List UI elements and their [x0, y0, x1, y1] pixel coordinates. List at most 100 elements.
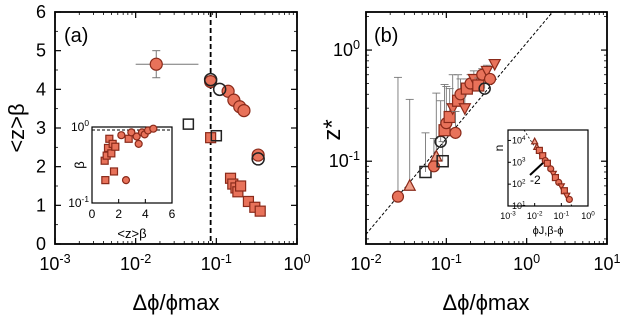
panel-b-y-tick-labels: 10-1 100: [329, 38, 360, 171]
y-tick-label: 0: [36, 234, 46, 254]
data-point: [480, 65, 494, 79]
y-tick-label: 4: [36, 79, 46, 99]
panel-a-inset-x-tick-labels: 0 2 4 6: [89, 207, 176, 221]
panel-b-x-tick-labels: 10-2 10-1 100 101: [350, 252, 620, 274]
inset-y-tick-label: 101: [512, 200, 526, 211]
x-tick-label: 10-2: [120, 252, 151, 274]
panel-b-inset-xlabel: ϕJ,β-ϕ: [533, 225, 564, 237]
inset-x-tick-label: 6: [169, 207, 176, 221]
inset-x-tick-label: 100: [581, 210, 595, 221]
diagonal-guide-line: [365, 11, 553, 235]
data-point: [419, 165, 432, 179]
inset-data-point: [132, 132, 141, 141]
data-point: [182, 118, 195, 130]
panel-a-y-tick-labels: 0 1 2 3 4 5 6: [36, 2, 46, 254]
inset-data-point: [565, 195, 573, 204]
inset-data-point: [121, 176, 131, 185]
panel-a-x-tick-labels: 10-3 10-2 10-1 100: [39, 252, 310, 274]
panel-a-inset-ticks: [91, 126, 173, 204]
data-point: [472, 79, 485, 92]
data-point: [149, 57, 163, 71]
y-tick-label: 100: [333, 38, 360, 60]
panel-a-inset-marks: [100, 124, 158, 185]
inset-data-point: [557, 183, 566, 191]
data-point: [449, 126, 462, 139]
panel-b-inset-y-tick-labels: 101 102 103 104: [512, 135, 526, 211]
data-point: [212, 82, 227, 97]
x-tick-label: 10-1: [431, 252, 462, 274]
inset-data-point: [134, 139, 143, 148]
panel-b-xlabel: Δϕ/ϕmax: [442, 290, 529, 315]
inset-data-point: [551, 173, 560, 182]
data-point: [203, 72, 218, 87]
y-tick-label: 1: [36, 195, 46, 215]
data-point: [436, 154, 449, 168]
x-tick-label: 10-2: [350, 252, 381, 274]
panel-b-guide-line: [365, 11, 553, 235]
data-point: [235, 180, 247, 192]
panel-a-xlabel: Δϕ/ϕmax: [132, 290, 219, 315]
y-tick-label: 5: [36, 41, 46, 61]
panel-b-marks: [391, 58, 502, 203]
data-point: [251, 152, 265, 166]
data-point: [483, 72, 497, 86]
data-point: [237, 103, 251, 118]
data-point: [210, 129, 223, 142]
y-tick-label: 3: [36, 118, 46, 138]
panel-a-inset-ylabel: β: [72, 161, 87, 168]
panel-b-ticks: [365, 12, 608, 244]
inset-x-tick-label: 10-2: [527, 210, 543, 221]
panel-b-inset: 10-3 10-2 10-1 100 101 102 103 104 ϕJ,β-ϕ n -2: [492, 129, 595, 237]
data-point: [403, 178, 417, 191]
inset-y-tick-label: 103: [512, 157, 526, 168]
inset-x-tick-label: 4: [142, 207, 149, 221]
panel-b-inset-x-tick-labels: 10-3 10-2 10-1 100: [500, 210, 595, 221]
inset-data-point: [149, 124, 158, 133]
inset-data-point: [107, 149, 116, 158]
inset-data-point: [101, 176, 110, 185]
panel-a-label: (a): [64, 25, 88, 47]
inset-data-point: [530, 136, 539, 145]
inset-data-point: [117, 131, 126, 140]
data-point: [488, 58, 502, 72]
panel-a-inset-xlabel: <z>β: [117, 226, 146, 241]
panel-a-ylabel: <z>β: [4, 103, 29, 152]
inset-data-point: [111, 142, 120, 151]
x-tick-label: 101: [593, 252, 620, 274]
panel-a-inset: 0 2 4 6 10-1 100 <z>β β: [68, 118, 175, 241]
inset-y-tick-label: 100: [71, 118, 89, 134]
inset-x-tick-label: 10-3: [500, 210, 516, 221]
inset-data-point: [543, 159, 551, 167]
data-point: [251, 148, 265, 162]
panel-b-frame: [365, 11, 608, 245]
inset-y-tick-label: 104: [512, 135, 526, 146]
panel-b-inset-marks: [530, 136, 573, 204]
panel-b: (b) 10-2 10-1 100 101 10-1 100 Δϕ/ϕmax z* 10…: [319, 11, 621, 315]
panel-b-inset-slope-label: -2: [530, 173, 541, 187]
inset-y-tick-label: 102: [512, 179, 526, 190]
x-tick-label: 10-3: [39, 252, 70, 274]
data-point: [254, 205, 266, 217]
panel-b-inset-ylabel: n: [492, 145, 506, 152]
data-point: [458, 103, 472, 116]
panel-b-ylabel: z*: [319, 119, 346, 140]
panel-a-marks: [135, 50, 266, 217]
inset-x-tick-label: 2: [115, 207, 122, 221]
x-tick-label: 100: [283, 252, 310, 274]
panel-b-inset-slope-bar: [529, 161, 545, 176]
panel-b-inset-ticks: [507, 139, 589, 207]
inset-x-tick-label: 10-1: [554, 210, 570, 221]
panel-a-inset-y-tick-labels: 10-1 100: [68, 118, 89, 210]
data-point: [242, 195, 255, 208]
x-tick-label: 100: [513, 252, 540, 274]
panel-a: (a) 10-3 10-2 10-1 100 0 1 2 3 4 5 6 Δϕ/ϕmax <z>β…: [4, 2, 311, 315]
data-point: [391, 190, 405, 203]
x-tick-label: 10-1: [201, 252, 232, 274]
panel-b-label: (b): [374, 25, 398, 47]
inset-y-tick-label: 10-1: [68, 194, 89, 210]
inset-data-point: [109, 167, 119, 176]
y-tick-label: 2: [36, 157, 46, 177]
inset-x-tick-label: 0: [89, 207, 96, 221]
panel-a-ticks: [54, 11, 298, 245]
